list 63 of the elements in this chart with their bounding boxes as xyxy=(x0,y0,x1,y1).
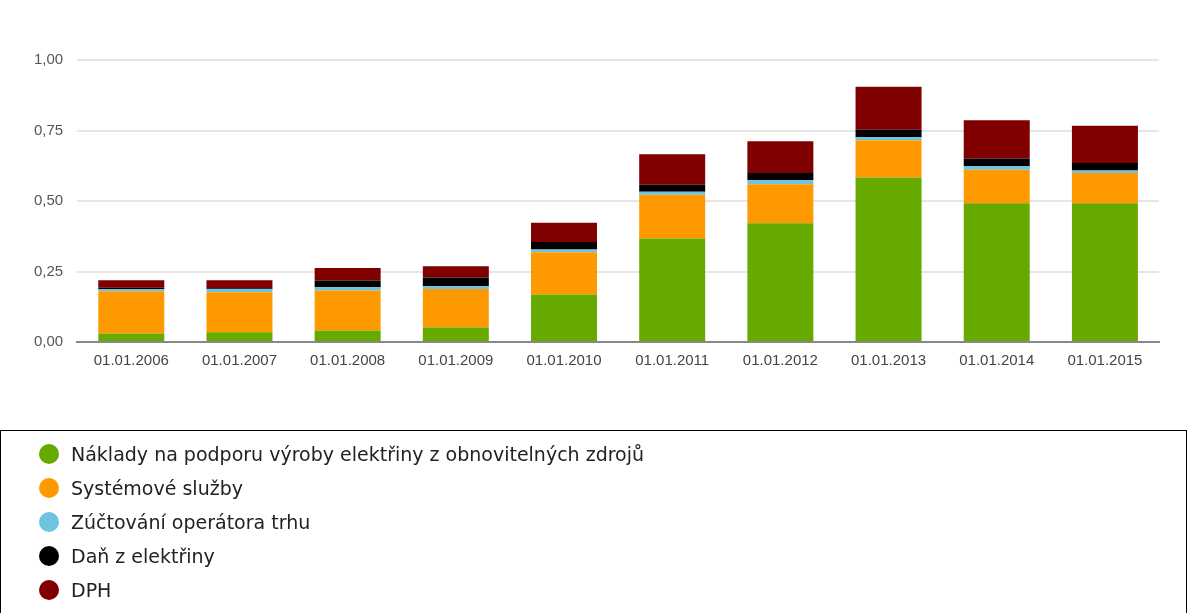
bar xyxy=(1071,125,1138,163)
bar xyxy=(639,191,706,195)
bar xyxy=(422,288,489,328)
bar xyxy=(855,129,922,138)
legend-label: Systémové služby xyxy=(71,477,243,499)
x-tick-label: 01.01.2013 xyxy=(851,351,927,369)
bar xyxy=(747,184,814,224)
y-tick-label: 0,00 xyxy=(33,332,64,350)
bar xyxy=(963,158,1030,167)
legend-label: Zúčtování operátora trhu xyxy=(71,511,311,533)
bar xyxy=(531,252,597,295)
x-tick-label: 01.01.2015 xyxy=(1067,351,1143,369)
x-tick-label: 01.01.2007 xyxy=(201,351,277,369)
bar xyxy=(963,203,1030,341)
bar xyxy=(206,292,273,333)
bar xyxy=(1071,173,1138,204)
bar xyxy=(963,169,1030,204)
bar xyxy=(639,194,706,239)
bar xyxy=(314,268,381,281)
bar xyxy=(747,173,814,181)
bar xyxy=(747,141,814,174)
x-tick-label: 01.01.2006 xyxy=(93,351,169,369)
bar xyxy=(963,120,1030,159)
y-tick-label: 1,00 xyxy=(33,50,64,68)
bar xyxy=(855,86,922,130)
bar xyxy=(422,277,489,287)
bar xyxy=(206,332,273,341)
x-tick-label: 01.01.2011 xyxy=(635,351,710,369)
bar xyxy=(531,241,597,250)
bar xyxy=(98,333,165,341)
bar xyxy=(639,184,706,192)
y-tick-label: 0,50 xyxy=(33,191,64,209)
bar xyxy=(422,266,489,278)
bar xyxy=(422,327,489,341)
bar xyxy=(422,286,489,289)
x-tick-label: 01.01.2014 xyxy=(959,351,1035,369)
bar xyxy=(747,180,814,185)
bar xyxy=(639,238,706,341)
bar xyxy=(98,291,165,334)
bar xyxy=(314,290,381,331)
x-tick-label: 01.01.2009 xyxy=(418,351,494,369)
legend-label: Daň z elektřiny xyxy=(71,545,215,567)
bar xyxy=(314,330,381,341)
y-tick-label: 0,75 xyxy=(33,120,64,138)
bar xyxy=(747,223,814,341)
bar xyxy=(531,222,597,242)
bar xyxy=(855,140,922,178)
x-tick-label: 01.01.2010 xyxy=(526,351,602,369)
bar xyxy=(314,287,381,291)
legend-label: DPH xyxy=(71,579,112,601)
bar xyxy=(206,280,273,289)
legend-label: Náklady na podporu výroby elektřiny z obnovitelných zdrojů xyxy=(71,443,645,465)
bar xyxy=(1071,203,1138,341)
bar xyxy=(855,137,922,141)
bar xyxy=(639,154,706,185)
bar xyxy=(98,280,165,288)
bar xyxy=(963,166,1030,170)
bar xyxy=(1071,162,1138,171)
x-tick-label: 01.01.2008 xyxy=(310,351,386,369)
y-tick-label: 0,25 xyxy=(33,261,64,279)
bar xyxy=(531,294,597,341)
bar xyxy=(855,177,922,341)
x-tick-label: 01.01.2012 xyxy=(742,351,818,369)
